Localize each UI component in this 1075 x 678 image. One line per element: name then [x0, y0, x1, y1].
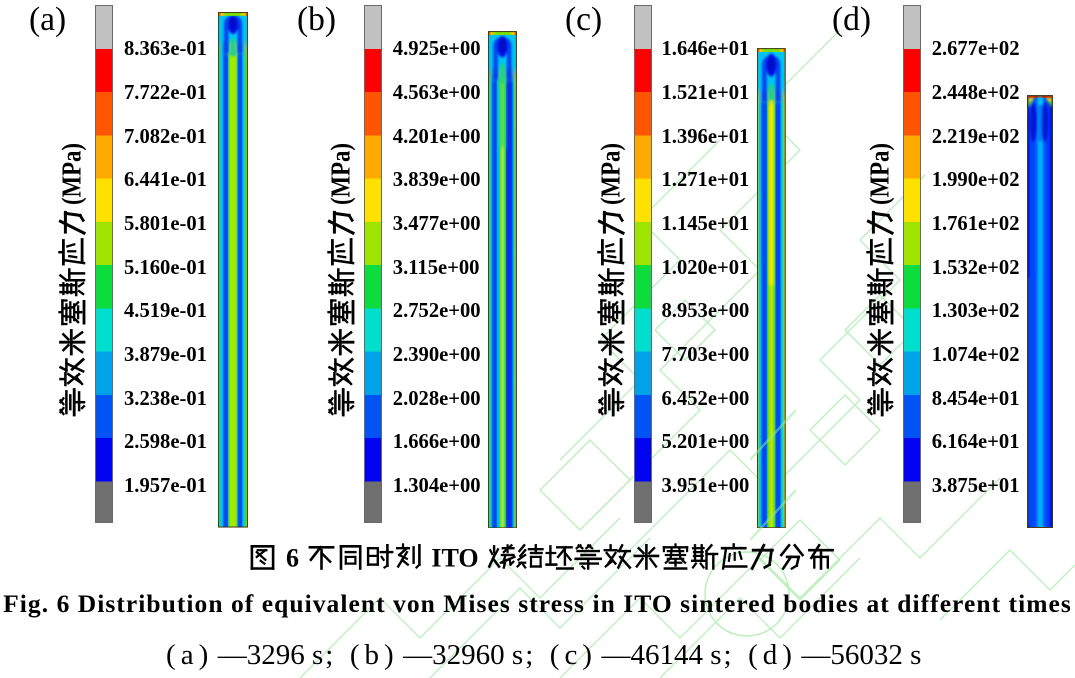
svg-text:6: 6 — [286, 544, 299, 573]
svg-text:(MPa): (MPa) — [326, 143, 356, 205]
svg-text:ITO: ITO — [431, 544, 478, 573]
svg-text:(MPa): (MPa) — [57, 143, 87, 205]
svg-text:(MPa): (MPa) — [596, 143, 626, 205]
svg-text:(MPa): (MPa) — [865, 143, 895, 205]
